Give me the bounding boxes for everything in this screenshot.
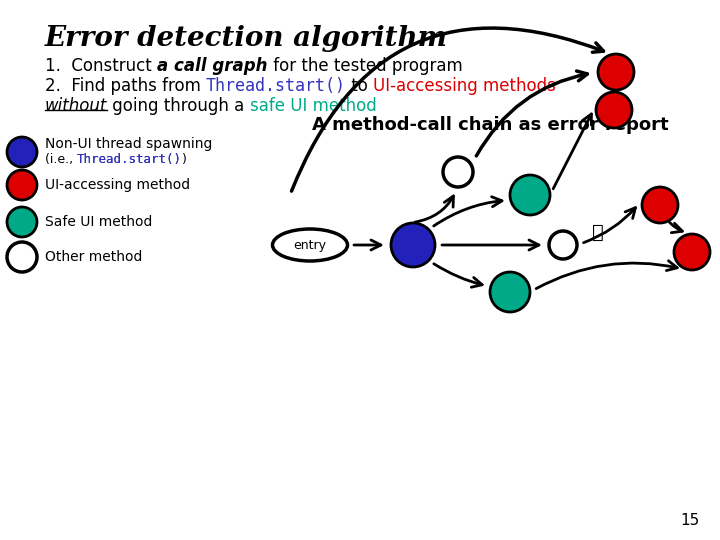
Text: Thread.start(): Thread.start() <box>77 153 182 166</box>
Ellipse shape <box>549 231 577 259</box>
Text: Error detection algorithm: Error detection algorithm <box>45 25 448 52</box>
Text: Thread.start(): Thread.start() <box>206 77 346 95</box>
Circle shape <box>510 175 550 215</box>
Circle shape <box>642 187 678 223</box>
Text: a call graph: a call graph <box>157 57 268 75</box>
Text: ): ) <box>182 153 187 166</box>
Text: (i.e.,: (i.e., <box>45 153 77 166</box>
Circle shape <box>7 242 37 272</box>
Text: entry: entry <box>294 239 326 252</box>
Text: without: without <box>45 97 107 115</box>
Text: to: to <box>346 77 373 95</box>
Circle shape <box>598 54 634 90</box>
Ellipse shape <box>272 229 348 261</box>
Text: 1.  Construct: 1. Construct <box>45 57 157 75</box>
Text: Safe UI method: Safe UI method <box>45 215 153 229</box>
Text: Other method: Other method <box>45 250 143 264</box>
Text: Thread.start(): Thread.start() <box>77 153 182 166</box>
Circle shape <box>596 92 632 128</box>
Circle shape <box>490 272 530 312</box>
Circle shape <box>7 170 37 200</box>
Text: safe UI method: safe UI method <box>250 97 377 115</box>
Circle shape <box>7 207 37 237</box>
Text: UI-accessing methods: UI-accessing methods <box>373 77 556 95</box>
Circle shape <box>7 137 37 167</box>
Text: A method-call chain as error report: A method-call chain as error report <box>312 116 668 134</box>
Circle shape <box>674 234 710 270</box>
Text: UI-accessing method: UI-accessing method <box>45 178 190 192</box>
Text: going through a: going through a <box>107 97 250 115</box>
Text: 15: 15 <box>680 513 700 528</box>
Circle shape <box>391 223 435 267</box>
Text: Non-UI thread spawning: Non-UI thread spawning <box>45 137 212 151</box>
Text: for the tested program: for the tested program <box>268 57 462 75</box>
Text: 2.  Find paths from: 2. Find paths from <box>45 77 206 95</box>
Text: 🐞: 🐞 <box>592 222 604 241</box>
Ellipse shape <box>443 157 473 187</box>
